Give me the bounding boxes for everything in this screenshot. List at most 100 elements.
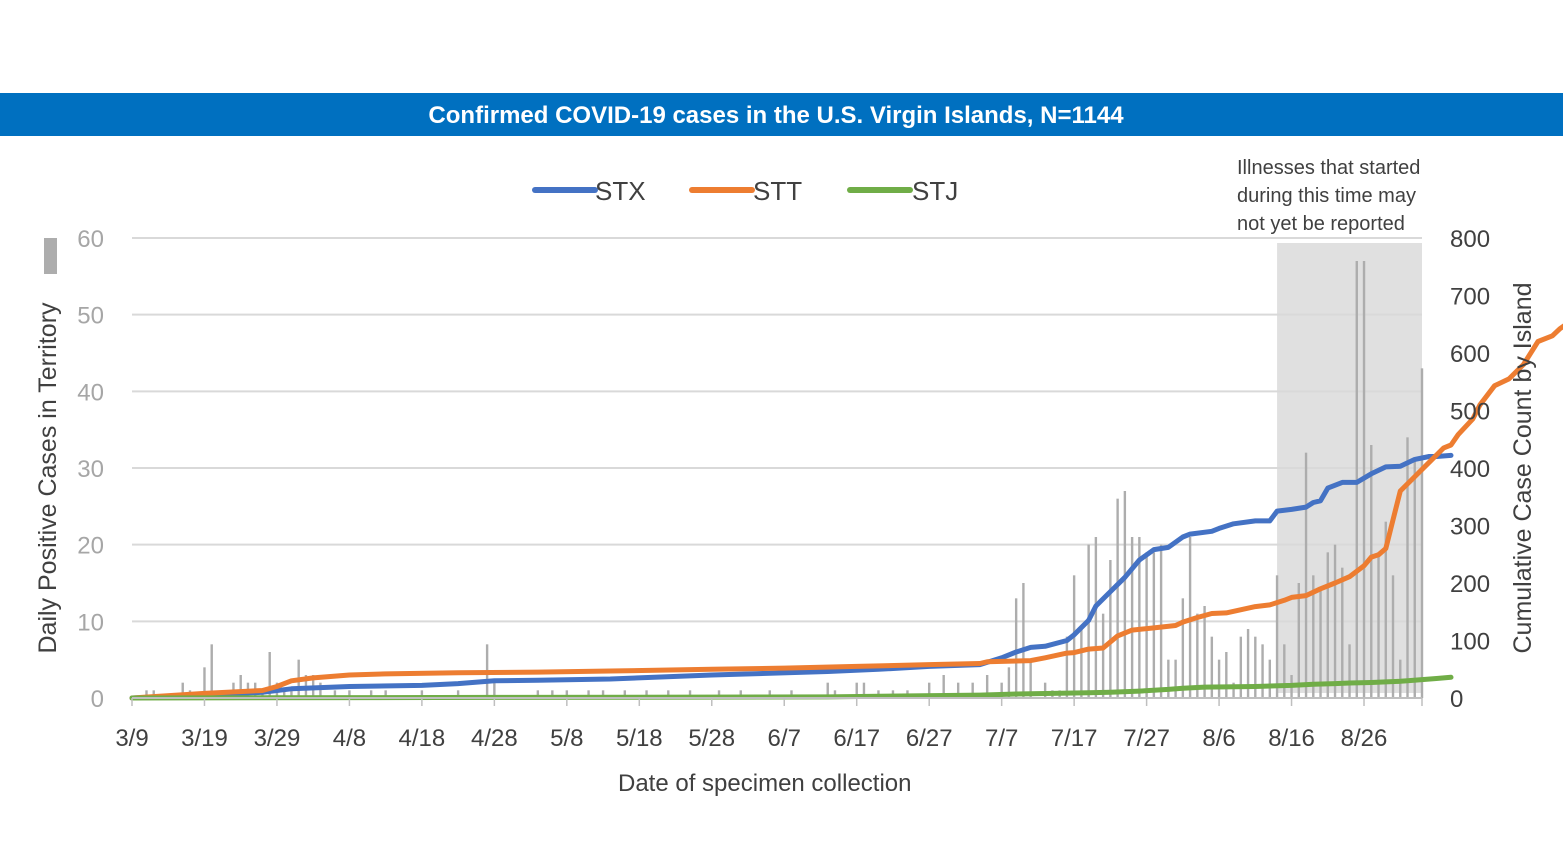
series-line-stj: [129, 674, 1454, 701]
annotation-line: not yet be reported: [1237, 213, 1405, 235]
daily-bar: [551, 690, 554, 698]
daily-bar: [290, 690, 293, 698]
daily-bar: [601, 690, 605, 698]
daily-bar: [420, 690, 424, 698]
title-banner: [0, 93, 1563, 136]
daily-bar: [1152, 552, 1156, 698]
daily-bar: [268, 652, 271, 698]
annotation-line: during this time may: [1237, 185, 1416, 207]
y-right-tick-label: 800: [1450, 226, 1490, 253]
x-tick-label: 7/17: [1051, 725, 1098, 752]
daily-bar: [1377, 552, 1380, 698]
y-left-axis-title: Daily Positive Cases in Territory: [34, 302, 62, 654]
y-left-tick-label: 0: [91, 686, 104, 713]
daily-bar: [1065, 636, 1069, 698]
y-left-tick-label: 30: [77, 456, 104, 483]
daily-bar: [1312, 575, 1315, 698]
daily-bar: [1254, 636, 1257, 698]
y-right-axis-title: Cumulative Case Count by Island: [1509, 282, 1537, 653]
daily-bar: [203, 667, 206, 698]
y-left-tick-label: 50: [77, 303, 104, 330]
y-right-tick-label: 500: [1450, 399, 1490, 426]
daily-bar: [1145, 552, 1148, 698]
daily-bar: [1225, 652, 1228, 698]
daily-bar: [1391, 575, 1395, 698]
x-tick-label: 5/28: [688, 725, 735, 752]
daily-bar: [1014, 598, 1018, 698]
daily-bar: [1283, 644, 1286, 698]
daily-bar: [1159, 544, 1163, 698]
daily-bar: [1043, 682, 1047, 698]
daily-bar: [942, 675, 945, 698]
daily-bar: [1203, 606, 1206, 698]
daily-bar: [1022, 583, 1025, 698]
daily-bar: [333, 690, 337, 698]
daily-bar: [565, 690, 569, 698]
daily-bar: [1196, 613, 1199, 698]
daily-bar: [971, 682, 974, 698]
daily-bar: [927, 682, 931, 698]
y-right-tick-label: 0: [1450, 686, 1463, 713]
y-left-tick-label: 10: [77, 609, 104, 636]
daily-bar: [1210, 636, 1214, 698]
daily-bar: [1304, 452, 1308, 698]
daily-bar: [369, 690, 373, 698]
daily-bar: [1420, 368, 1424, 698]
daily-bar: [1384, 521, 1387, 698]
daily-bar: [456, 690, 460, 698]
y-right-tick-label: 300: [1450, 514, 1490, 541]
y-left-tick-label: 20: [77, 533, 104, 560]
y-left-tick-label: 60: [77, 226, 104, 253]
daily-bar: [384, 690, 387, 698]
daily-bar: [319, 682, 322, 698]
daily-bar: [623, 690, 627, 698]
y-right-tick-label: 200: [1450, 571, 1490, 598]
x-tick-label: 6/27: [906, 725, 953, 752]
legend-label-stj: STJ: [912, 176, 958, 206]
daily-bar: [667, 690, 670, 698]
annotation-line: Illnesses that started: [1237, 157, 1420, 179]
daily-bar: [1319, 590, 1322, 698]
x-tick-label: 8/6: [1202, 725, 1235, 752]
y-right-tick-label: 400: [1450, 456, 1490, 483]
x-tick-label: 6/7: [768, 725, 801, 752]
daily-bar: [1232, 682, 1235, 698]
x-tick-label: 8/26: [1341, 725, 1388, 752]
daily-bar: [210, 644, 213, 698]
daily-bar: [985, 675, 989, 698]
x-tick-label: 5/8: [550, 725, 583, 752]
daily-bar: [493, 682, 496, 698]
daily-bar: [348, 690, 351, 698]
daily-bar: [1341, 567, 1344, 698]
x-tick-label: 8/16: [1268, 725, 1315, 752]
daily-bar: [1116, 498, 1119, 698]
daily-bar: [145, 690, 148, 698]
series-line-stt: [129, 323, 1563, 701]
daily-bars-legend-swatch: [44, 238, 57, 274]
x-tick-label: 7/7: [985, 725, 1018, 752]
daily-bar: [1297, 583, 1300, 698]
series-line-stx: [129, 452, 1454, 701]
y-right-tick-label: 600: [1450, 341, 1490, 368]
daily-bar: [1413, 460, 1416, 698]
daily-bar: [1239, 636, 1243, 698]
daily-bar: [826, 682, 829, 698]
daily-bar: [181, 682, 184, 698]
x-tick-label: 4/8: [333, 725, 366, 752]
daily-bar: [1007, 667, 1011, 698]
daily-bar: [855, 682, 858, 698]
daily-bar: [239, 675, 242, 698]
daily-bar: [1094, 537, 1098, 698]
daily-bar: [1109, 560, 1112, 698]
daily-bar: [790, 690, 793, 698]
x-tick-label: 4/18: [399, 725, 446, 752]
daily-bar: [1355, 261, 1358, 698]
y-right-tick-label: 100: [1450, 629, 1490, 656]
daily-bar: [717, 690, 721, 698]
daily-bar: [1246, 629, 1250, 698]
daily-bar: [1333, 544, 1337, 698]
x-tick-label: 3/19: [181, 725, 228, 752]
legend-label-stx: STX: [595, 176, 646, 206]
x-tick-label: 3/9: [115, 725, 148, 752]
